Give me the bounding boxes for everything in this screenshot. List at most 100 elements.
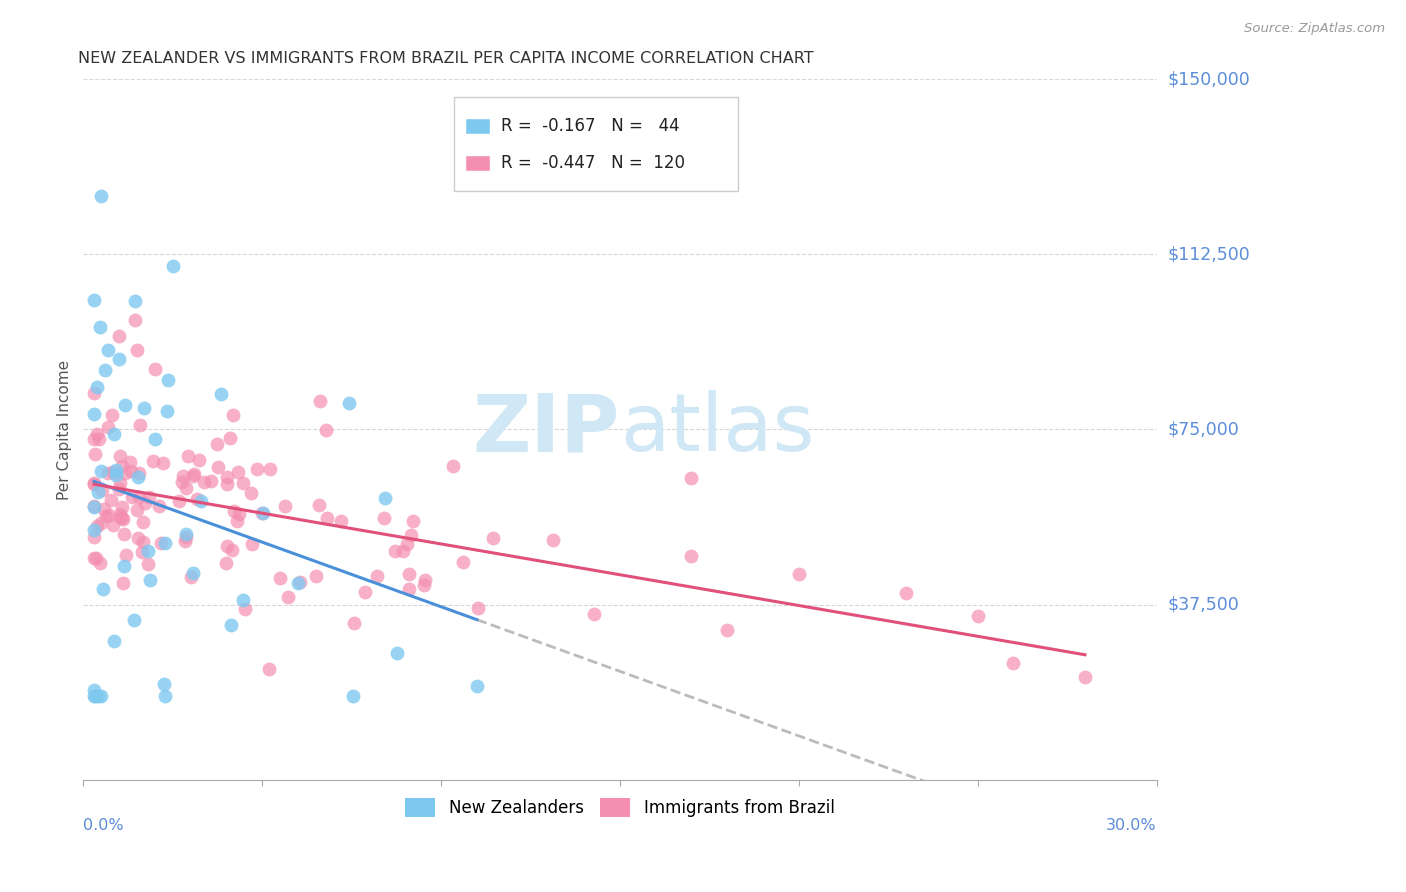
Point — [114, 399, 136, 413]
Point — [112, 559, 135, 574]
Text: NEW ZEALANDER VS IMMIGRANTS FROM BRAZIL PER CAPITA INCOME CORRELATION CHART: NEW ZEALANDER VS IMMIGRANTS FROM BRAZIL … — [77, 51, 814, 66]
Point — [315, 423, 337, 437]
Point — [83, 447, 105, 461]
Point — [152, 456, 174, 470]
Point — [366, 569, 388, 583]
Point — [374, 491, 396, 505]
Point — [308, 498, 330, 512]
FancyBboxPatch shape — [467, 156, 491, 171]
Point — [787, 567, 810, 582]
Point — [180, 570, 202, 584]
Text: atlas: atlas — [620, 391, 814, 468]
Point — [305, 569, 328, 583]
Point — [86, 519, 108, 533]
Point — [402, 514, 425, 528]
Point — [181, 468, 204, 483]
Point — [287, 576, 309, 591]
FancyBboxPatch shape — [454, 97, 738, 192]
Text: Source: ZipAtlas.com: Source: ZipAtlas.com — [1244, 22, 1385, 36]
Point — [97, 508, 120, 522]
Point — [966, 609, 988, 624]
FancyBboxPatch shape — [467, 119, 491, 134]
Text: 0.0%: 0.0% — [83, 818, 124, 833]
Point — [125, 343, 148, 358]
Text: ZIP: ZIP — [472, 391, 620, 468]
Point — [83, 682, 105, 697]
Point — [101, 409, 124, 423]
Text: $112,500: $112,500 — [1167, 245, 1250, 263]
Point — [259, 462, 281, 476]
Point — [90, 483, 112, 498]
Point — [308, 394, 330, 409]
Point — [257, 662, 280, 676]
Point — [233, 602, 256, 616]
Point — [111, 458, 134, 473]
Point — [205, 437, 228, 451]
Point — [121, 490, 143, 504]
Point — [118, 455, 141, 469]
Point — [215, 556, 238, 570]
Point — [103, 634, 125, 648]
Point — [176, 527, 198, 541]
Point — [894, 586, 917, 600]
Point — [111, 500, 134, 515]
Point — [84, 689, 107, 703]
Point — [127, 531, 149, 545]
Point — [188, 453, 211, 467]
Point — [128, 418, 150, 433]
Point — [87, 689, 110, 703]
Point — [343, 615, 366, 630]
Point — [413, 573, 436, 587]
Point — [209, 386, 232, 401]
Point — [124, 312, 146, 326]
Point — [83, 293, 105, 308]
Point — [174, 481, 197, 495]
Point — [200, 474, 222, 488]
Point — [465, 679, 488, 693]
Point — [172, 468, 194, 483]
Point — [83, 500, 105, 514]
Point — [582, 607, 605, 621]
Point — [83, 385, 105, 400]
Point — [467, 600, 489, 615]
Point — [152, 677, 174, 691]
Point — [277, 590, 299, 604]
Point — [1002, 656, 1025, 670]
Point — [186, 491, 208, 506]
Point — [373, 511, 395, 525]
Point — [83, 432, 105, 446]
Point — [269, 571, 291, 585]
Point — [83, 476, 105, 491]
Point — [103, 427, 125, 442]
Point — [149, 536, 172, 550]
Point — [110, 476, 132, 491]
Point — [224, 503, 246, 517]
Point — [240, 537, 263, 551]
Point — [177, 450, 200, 464]
Point — [207, 460, 229, 475]
Point — [342, 689, 364, 703]
Point — [97, 466, 120, 480]
Point — [221, 543, 243, 558]
Point — [337, 396, 360, 410]
Point — [104, 463, 127, 477]
Point — [90, 689, 112, 703]
Point — [156, 373, 179, 387]
Point — [222, 408, 245, 422]
Point — [215, 469, 238, 483]
Point — [716, 624, 738, 638]
Point — [84, 551, 107, 566]
Point — [108, 450, 131, 464]
Point — [174, 534, 197, 549]
Point — [190, 493, 212, 508]
Point — [94, 509, 117, 524]
Point — [89, 516, 111, 530]
Point — [162, 259, 184, 273]
Point — [108, 329, 131, 343]
Point — [156, 404, 179, 418]
Point — [143, 361, 166, 376]
Point — [93, 502, 115, 516]
Point — [153, 689, 176, 703]
Point — [679, 471, 702, 485]
Point — [111, 575, 134, 590]
